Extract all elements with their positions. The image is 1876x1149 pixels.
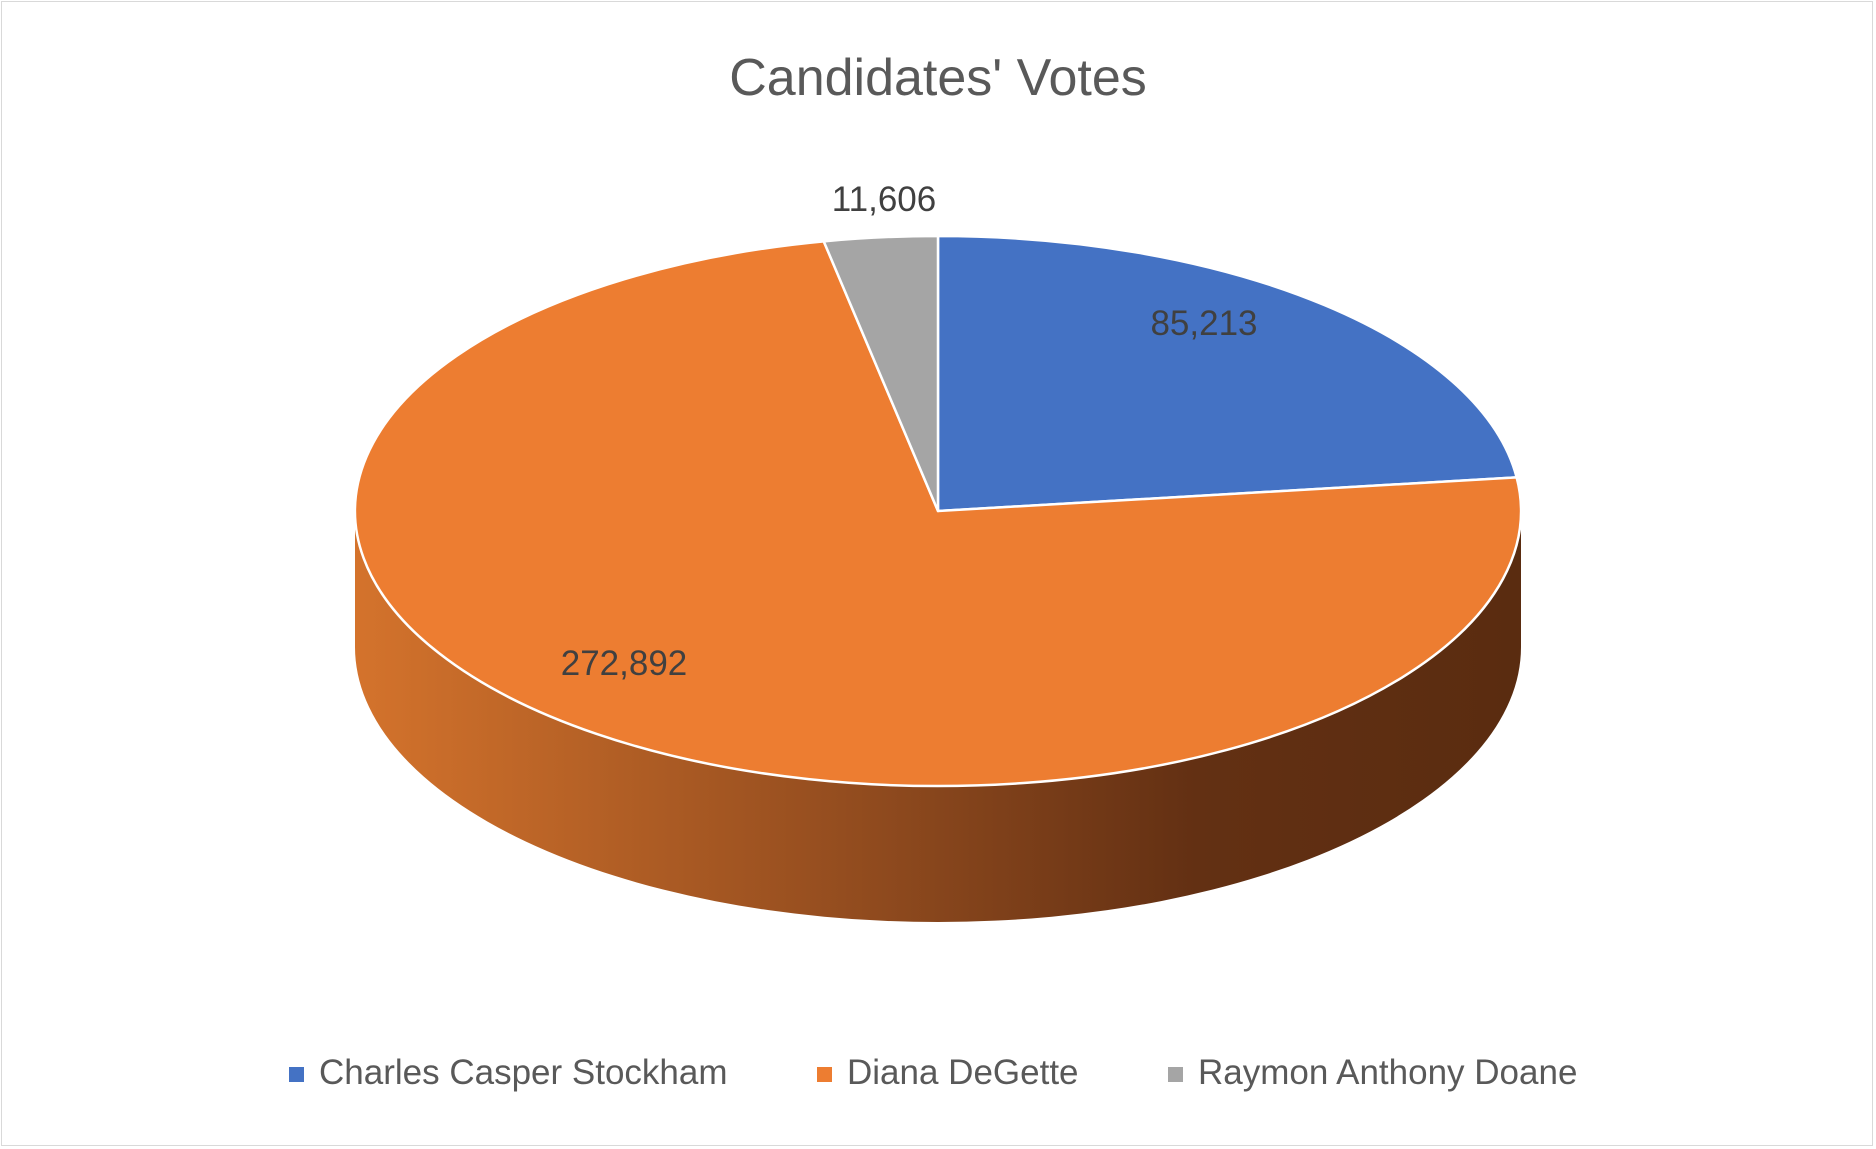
data-label-diana-degette: 272,892	[561, 644, 688, 683]
pie-slice-raymon-anthony-doane[interactable]	[822, 234, 940, 513]
legend-swatch-raymon-anthony-doane	[1168, 1067, 1183, 1082]
legend-item-diana-degette[interactable]: Diana DeGette	[817, 1053, 1079, 1092]
pie-side-diana-degette	[355, 511, 1521, 922]
legend-label-charles-casper-stockham: Charles Casper Stockham	[319, 1053, 728, 1092]
legend-item-charles-casper-stockham[interactable]: Charles Casper Stockham	[289, 1053, 728, 1092]
legend-label-raymon-anthony-doane: Raymon Anthony Doane	[1198, 1053, 1577, 1092]
pie-slice-diana-degette[interactable]	[353, 240, 1523, 788]
legend-label-diana-degette: Diana DeGette	[847, 1053, 1079, 1092]
chart-title: Candidates' Votes	[729, 49, 1147, 107]
legend-swatch-diana-degette	[817, 1067, 832, 1082]
legend-swatch-charles-casper-stockham	[289, 1067, 304, 1082]
data-label-raymon-anthony-doane: 11,606	[832, 180, 936, 219]
legend-item-raymon-anthony-doane[interactable]: Raymon Anthony Doane	[1168, 1053, 1577, 1092]
data-label-charles-casper-stockham: 85,213	[1150, 304, 1257, 343]
pie-slice-charles-casper-stockham[interactable]	[936, 234, 1518, 513]
